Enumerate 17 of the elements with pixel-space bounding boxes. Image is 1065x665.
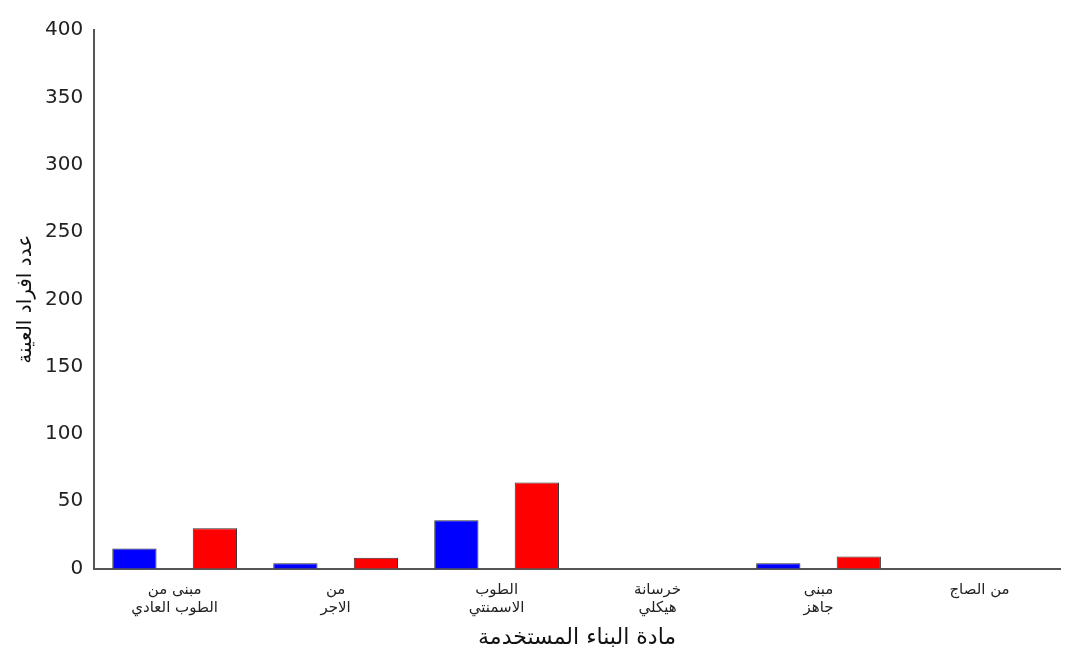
y-tick-label: 100 — [44, 420, 84, 445]
x-axis-title: مادة البناء المستخدمة — [478, 623, 677, 649]
y-tick-label: 350 — [44, 83, 84, 108]
x-tick-label: من الاجر — [319, 580, 351, 617]
x-tick-label: خرسانة هيكلي — [634, 580, 682, 618]
x-tick-label: مبنى من الطوب العادي — [131, 580, 218, 618]
x-tick-label: من الصاج — [949, 580, 1010, 600]
y-tick-label: 150 — [44, 352, 84, 377]
x-tick-label: مبنى جاهز — [802, 580, 834, 617]
y-axis-title: عدد افراد العينة — [12, 234, 37, 364]
x-tick-label: الطوب الاسمنتي — [468, 580, 525, 618]
y-tick-label: 400 — [44, 16, 84, 41]
y-tick-label: 300 — [44, 150, 84, 175]
y-tick-label: 250 — [44, 218, 84, 243]
y-tick-label: 200 — [44, 285, 84, 310]
y-tick-label: 0 — [70, 554, 84, 579]
y-tick-label: 50 — [57, 487, 84, 512]
